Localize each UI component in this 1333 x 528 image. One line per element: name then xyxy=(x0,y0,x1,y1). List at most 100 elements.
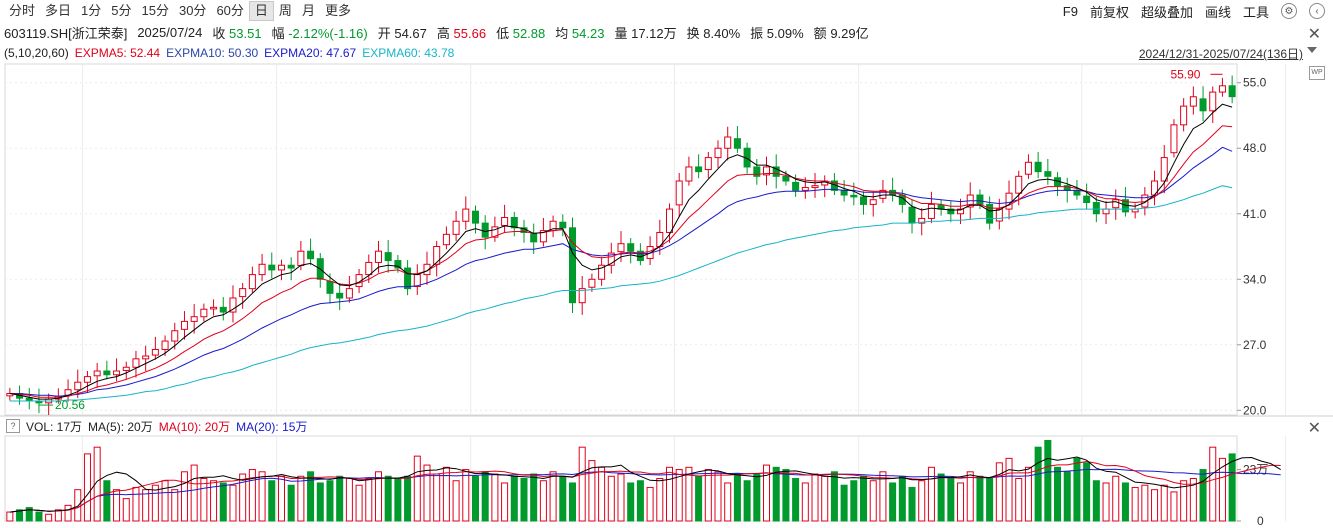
volume-bar xyxy=(753,473,761,522)
volume-bar xyxy=(35,511,43,522)
tab-timeframe[interactable]: 更多 xyxy=(324,3,351,18)
volume-legend: ? VOL: 17万 MA(5): 20万 MA(10): 20万 MA(20)… xyxy=(0,418,1333,434)
draw-button[interactable]: 画线 xyxy=(1204,4,1231,20)
y-tick-label: 55.0 xyxy=(1243,76,1267,90)
candle-body xyxy=(394,260,402,269)
volume-bar xyxy=(957,482,965,522)
volume-bar xyxy=(6,511,14,522)
collapse-icon[interactable]: ‹ xyxy=(1309,3,1325,19)
tab-timeframe[interactable]: 分时 xyxy=(9,3,36,18)
volume-bar xyxy=(598,466,606,522)
candle-body xyxy=(947,208,955,215)
candle-body xyxy=(695,166,703,173)
f9-button[interactable]: F9 xyxy=(1062,3,1078,19)
candle-body xyxy=(763,166,771,176)
volume-bar xyxy=(1092,480,1100,522)
volume-bar xyxy=(539,480,547,522)
volume-bar xyxy=(190,464,198,522)
candle-body xyxy=(268,264,276,271)
candle-body xyxy=(675,180,683,206)
volume-bar xyxy=(850,480,858,522)
volume-bar xyxy=(1102,482,1110,522)
volume-bar xyxy=(501,482,509,522)
volume-bar xyxy=(636,480,644,522)
candle-body xyxy=(1102,208,1110,215)
volume-bar xyxy=(898,475,906,522)
volume-bar xyxy=(103,480,111,522)
tab-timeframe[interactable]: 30分 xyxy=(178,3,207,18)
volume-bar xyxy=(937,473,945,522)
volume-bar xyxy=(229,484,237,522)
volume-bar xyxy=(122,498,130,522)
candle-body xyxy=(151,348,159,356)
candle-body xyxy=(200,308,208,318)
timeframe-toolbar: 分时 多日 1分 5分 15分 30分 60分日周月更多 F9 前复权 超级叠加 画线 工具… xyxy=(0,0,1333,22)
candle-body xyxy=(801,187,809,191)
adjust-button[interactable]: 前复权 xyxy=(1089,4,1129,20)
candle-body xyxy=(1209,91,1217,112)
volume-bar xyxy=(879,471,887,522)
volume-bar xyxy=(248,469,256,522)
volume-bar xyxy=(908,486,916,522)
candle-body xyxy=(1180,105,1188,126)
volume-bar xyxy=(277,475,285,522)
volume-bar xyxy=(384,475,392,522)
expma10-label: EXPMA10: 50.30 xyxy=(166,46,259,60)
settings-icon[interactable]: ⚙ xyxy=(1281,3,1297,19)
candle-body xyxy=(568,227,577,304)
volume-bar xyxy=(617,473,625,522)
tab-timeframe[interactable]: 15分 xyxy=(141,3,169,18)
volume-bar xyxy=(16,509,24,522)
tab-timeframe[interactable]: 多日 xyxy=(45,3,72,18)
volume-bar xyxy=(685,466,693,522)
stock-code: 603119.SH[浙江荣泰] xyxy=(4,25,128,41)
volume-bar xyxy=(462,469,470,522)
tab-timeframe[interactable]: 周 xyxy=(278,3,292,18)
amount-field: 额 9.29亿 xyxy=(813,25,869,41)
candle-body xyxy=(287,264,295,269)
help-icon[interactable]: ? xyxy=(6,419,20,433)
volume-bar xyxy=(811,473,819,522)
y-tick-label: 48.0 xyxy=(1243,141,1267,155)
candle-body xyxy=(1218,85,1226,93)
volume-bar xyxy=(578,446,586,522)
tab-timeframe[interactable]: 日 xyxy=(248,1,274,21)
high-field: 高 55.66 xyxy=(436,25,487,41)
tab-timeframe[interactable]: 60分 xyxy=(216,3,244,18)
volume-bar xyxy=(665,466,674,522)
candle-body xyxy=(879,189,887,199)
close-icon[interactable]: ✕ xyxy=(1307,26,1321,43)
volume-bar xyxy=(743,480,751,522)
volume-close-icon[interactable]: ✕ xyxy=(1307,420,1321,437)
candle-body xyxy=(462,208,470,222)
volume-bar xyxy=(549,471,557,522)
volume-bar xyxy=(1083,462,1091,522)
volume-bar xyxy=(627,482,635,522)
volume-bar xyxy=(927,466,935,522)
volume-bar xyxy=(433,473,441,522)
candle-body xyxy=(840,189,848,196)
candle-body xyxy=(326,280,334,294)
tab-timeframe[interactable]: 月 xyxy=(301,3,315,18)
wp-icon[interactable]: WP xyxy=(1309,66,1325,80)
high-annotation: 55.90 xyxy=(1170,67,1200,81)
volume-bar xyxy=(976,475,984,522)
volume-bar xyxy=(792,478,800,522)
tab-timeframe[interactable]: 1分 xyxy=(81,3,102,18)
volume-bar xyxy=(510,475,518,522)
range-dropdown-icon[interactable] xyxy=(1307,47,1317,53)
tools-button[interactable]: 工具 xyxy=(1242,4,1269,20)
candle-body xyxy=(753,166,761,177)
candle-body xyxy=(277,264,285,271)
candle-body xyxy=(171,330,179,342)
date-range[interactable]: 2024/12/31-2025/07/24(136日) xyxy=(1138,47,1303,61)
volume-bar xyxy=(568,482,577,522)
candle-body xyxy=(792,181,800,191)
candle-body xyxy=(1141,194,1149,208)
volume-bar xyxy=(1141,484,1149,522)
tab-timeframe[interactable]: 5分 xyxy=(111,3,132,18)
overlay-button[interactable]: 超级叠加 xyxy=(1140,4,1193,20)
candle-body xyxy=(481,222,489,238)
volume-bar xyxy=(1024,466,1032,522)
